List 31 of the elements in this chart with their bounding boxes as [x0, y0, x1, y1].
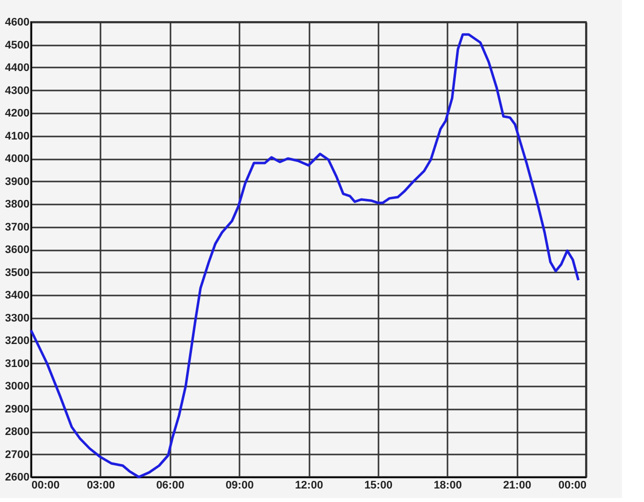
y-tick-label: 3300 [5, 312, 30, 324]
y-tick-label: 3100 [5, 358, 30, 370]
y-tick-label: 3800 [5, 198, 30, 210]
y-tick-label: 2700 [5, 448, 30, 461]
x-tick-label: 18:00 [434, 480, 462, 492]
x-tick-label: 09:00 [226, 480, 254, 492]
y-tick-label: 4100 [5, 130, 30, 142]
x-tick-label: 21:00 [503, 480, 532, 492]
y-tick-label: 3000 [5, 380, 30, 392]
x-tick-label: 03:00 [86, 480, 115, 492]
line-series [30, 33, 580, 478]
y-tick-label: 4400 [5, 62, 30, 74]
y-tick-label: 3200 [5, 335, 30, 347]
y-tick-label: 4600 [5, 16, 30, 28]
y-tick-label: 2900 [5, 403, 30, 416]
y-tick-label: 3500 [5, 266, 30, 279]
y-tick-label: 4300 [5, 84, 30, 97]
y-tick-label: 2600 [5, 472, 30, 484]
y-tick-label: 3600 [5, 244, 30, 256]
y-tick-label: 4500 [5, 39, 30, 52]
y-tick-label: 3400 [5, 290, 30, 302]
x-tick-label: 12:00 [294, 480, 324, 492]
x-tick-label: 15:00 [364, 480, 392, 492]
y-tick-label: 3700 [5, 221, 30, 234]
y-tick-label: 4200 [5, 108, 30, 120]
y-tick-label: 4000 [5, 153, 30, 165]
x-tick-label: 00:00 [558, 480, 586, 492]
x-tick-label: 06:00 [156, 480, 184, 492]
x-tick-label: 00:00 [32, 480, 60, 492]
y-tick-label: 2800 [5, 426, 30, 438]
y-tick-label: 3900 [5, 176, 30, 188]
